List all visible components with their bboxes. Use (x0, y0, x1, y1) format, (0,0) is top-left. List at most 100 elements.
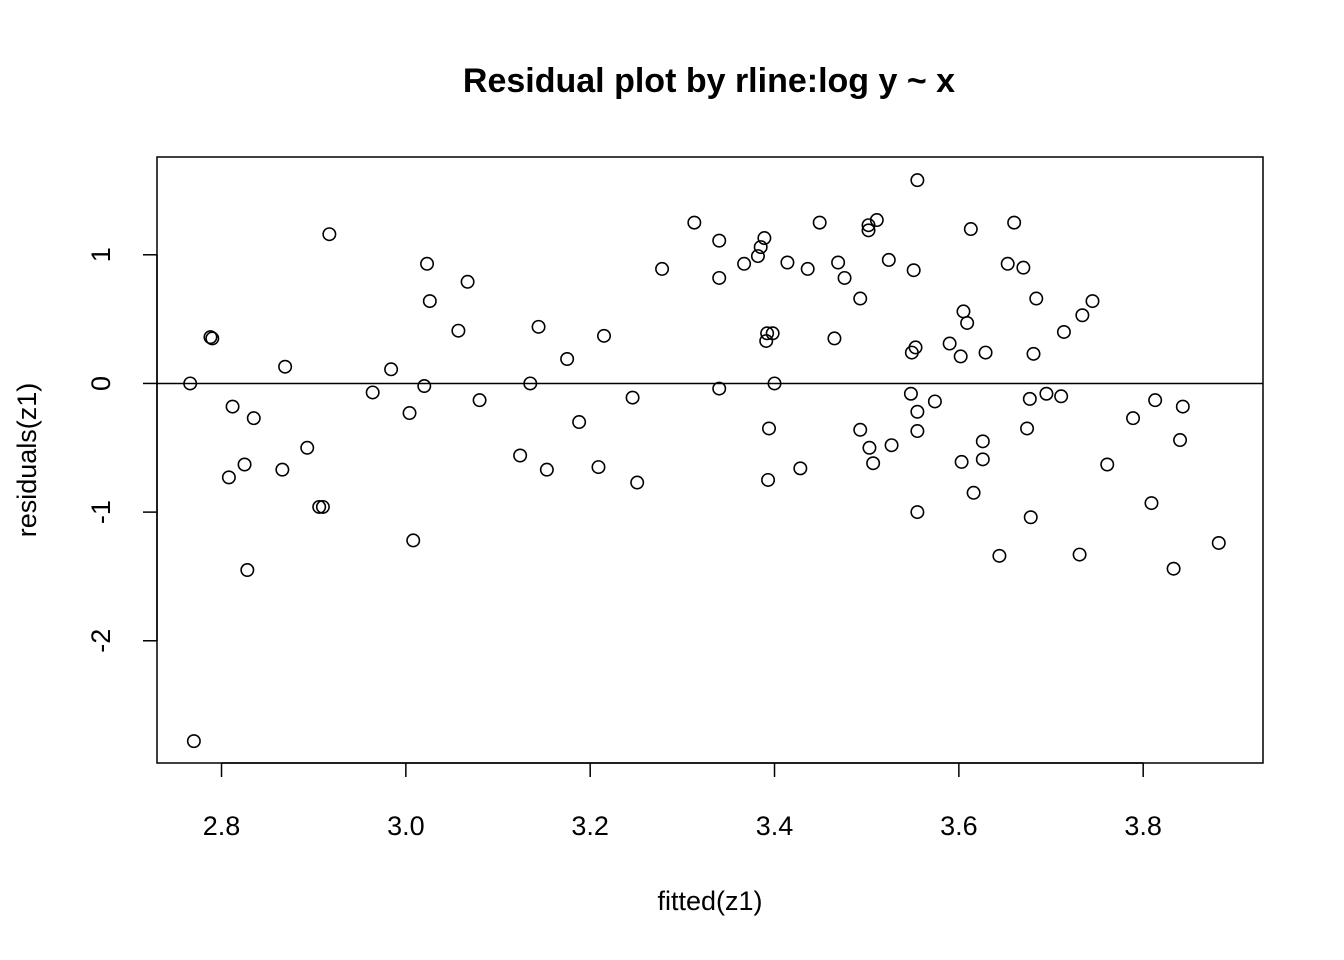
data-point (240, 563, 255, 578)
y-tick-label: -1 (86, 500, 116, 524)
y-axis: -2 -1 0 1 (86, 247, 158, 653)
data-point (420, 256, 435, 271)
data-point (881, 252, 896, 267)
data-point (523, 376, 538, 391)
data-point (322, 227, 337, 242)
data-point (793, 461, 808, 476)
data-point (625, 390, 640, 405)
x-tick-label: 3.2 (571, 811, 609, 841)
data-point (992, 548, 1007, 563)
data-point (539, 462, 554, 477)
data-point (1020, 421, 1035, 436)
data-point (853, 291, 868, 306)
data-point (597, 328, 612, 343)
data-point (1126, 411, 1141, 426)
data-point (953, 349, 968, 364)
data-point (831, 255, 846, 270)
data-point (1148, 393, 1163, 408)
data-point (246, 411, 261, 426)
data-point (757, 231, 772, 246)
x-tick-label: 3.0 (387, 811, 425, 841)
x-tick-label: 3.4 (756, 811, 794, 841)
y-tick-label: 1 (86, 247, 116, 262)
data-point (1056, 324, 1071, 339)
data-point (1022, 391, 1037, 406)
data-point (910, 173, 925, 188)
data-point (225, 399, 240, 414)
data-point (963, 222, 978, 237)
data-point (767, 376, 782, 391)
data-point (978, 345, 993, 360)
x-axis: 2.8 3.0 3.2 3.4 3.6 3.8 (203, 762, 1162, 841)
data-point (966, 485, 981, 500)
data-point (975, 434, 990, 449)
data-point (1026, 346, 1041, 361)
data-point (827, 331, 842, 346)
data-point (761, 472, 776, 487)
data-point (315, 499, 330, 514)
data-point (278, 359, 293, 374)
data-point (1175, 399, 1190, 414)
data-point (760, 326, 775, 341)
data-point (753, 240, 768, 255)
x-tick-label: 3.6 (940, 811, 978, 841)
data-point (869, 213, 884, 228)
data-point (1039, 386, 1054, 401)
x-tick-label: 3.8 (1124, 811, 1162, 841)
data-point (954, 454, 969, 469)
data-point (1054, 389, 1069, 404)
data-point (862, 440, 877, 455)
data-point (960, 315, 975, 330)
data-point (365, 385, 380, 400)
data-point (837, 270, 852, 285)
data-point (780, 255, 795, 270)
data-point (221, 470, 236, 485)
data-point (975, 452, 990, 467)
data-point (300, 440, 315, 455)
data-point (1173, 433, 1188, 448)
data-point (866, 456, 881, 471)
data-point (1144, 496, 1159, 511)
data-point (422, 294, 437, 309)
data-point (800, 261, 815, 276)
data-point (906, 263, 921, 278)
plot-area-frame (156, 156, 1264, 764)
data-point (1075, 308, 1090, 323)
y-tick-label: -2 (86, 629, 116, 653)
chart-title: Residual plot by rline:log y ~ x (463, 62, 955, 100)
data-point (687, 215, 702, 230)
data-point (1100, 457, 1115, 472)
data-point (406, 533, 421, 548)
data-point (513, 448, 528, 463)
data-point (1085, 294, 1100, 309)
data-point (737, 256, 752, 271)
data-point (237, 457, 252, 472)
data-point (472, 393, 487, 408)
data-point (1029, 291, 1044, 306)
data-point (572, 415, 587, 430)
data-point (312, 499, 327, 514)
data-point (1072, 547, 1087, 562)
data-point (910, 424, 925, 439)
data-point (853, 422, 868, 437)
data-point (910, 505, 925, 520)
y-tick-label: 0 (86, 376, 116, 391)
data-point (275, 462, 290, 477)
data-point (460, 274, 475, 289)
y-axis-label: residuals(z1) (12, 383, 42, 538)
data-point (186, 734, 201, 749)
data-point (1166, 561, 1181, 576)
data-point (655, 261, 670, 276)
data-point (451, 323, 466, 338)
data-point (203, 330, 218, 345)
data-point (1016, 260, 1031, 275)
data-point (630, 475, 645, 490)
data-point (942, 336, 957, 351)
data-point (205, 331, 220, 346)
data-point (1023, 510, 1038, 525)
data-point (417, 379, 432, 394)
data-point (908, 340, 923, 355)
data-point (884, 438, 899, 453)
data-point (1000, 256, 1015, 271)
